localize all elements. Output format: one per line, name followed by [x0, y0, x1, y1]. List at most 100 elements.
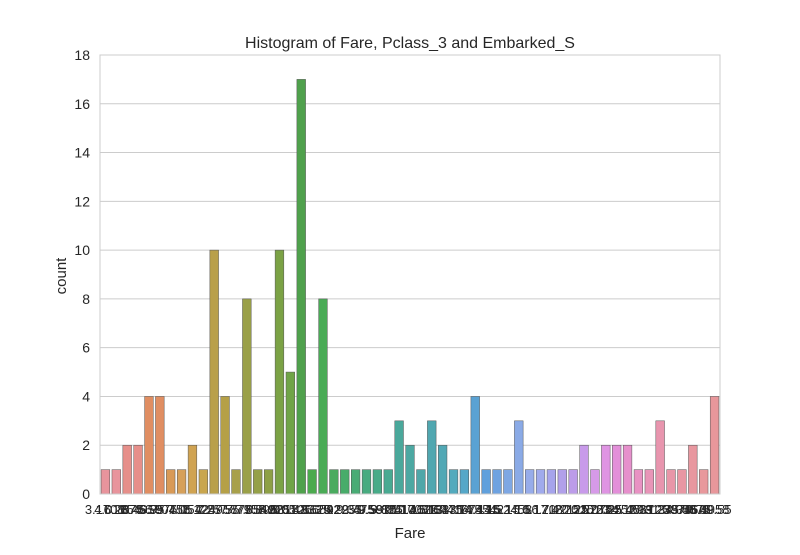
- histogram-bar: [633, 469, 644, 495]
- histogram-bar: [242, 298, 252, 495]
- histogram-bar: [622, 444, 633, 495]
- histogram-bar: [351, 469, 361, 495]
- x-tick-label: 8.05: [271, 502, 296, 517]
- x-tick-label: 15.1: [487, 502, 512, 517]
- x-tick-label: 16.1: [515, 502, 540, 517]
- histogram-bar: [209, 249, 219, 495]
- x-tick-label: 8.6542: [301, 502, 341, 517]
- x-tick-label: 6.2375: [104, 502, 144, 517]
- x-tick-label: 24.15: [605, 502, 638, 517]
- histogram-bar: [372, 469, 382, 495]
- x-tick-label: 10.4625: [391, 502, 438, 517]
- histogram-bar: [525, 469, 535, 495]
- y-tick-label: 8: [82, 291, 90, 307]
- x-tick-label: 11.1333: [410, 502, 456, 517]
- histogram-bar: [220, 396, 230, 495]
- histogram-bar: [699, 469, 709, 495]
- histogram-bar: [405, 444, 415, 495]
- histogram-bar: [264, 469, 274, 495]
- histogram-bar: [133, 444, 143, 495]
- x-tick-label: 10.5167: [401, 502, 448, 517]
- y-axis-ticks: 0 2 4 6 8 10 12 14 16 18: [74, 47, 90, 502]
- histogram-bar: [361, 469, 372, 495]
- x-tick-label: 7.775: [220, 502, 253, 517]
- histogram-bar: [274, 249, 285, 495]
- x-tick-label: 27.9: [627, 502, 652, 517]
- x-tick-label: 14.4542: [457, 502, 504, 517]
- histogram-bar: [285, 371, 295, 495]
- histogram-bar: [166, 469, 176, 495]
- histogram-bar: [394, 420, 404, 495]
- x-tick-label: 8.4333: [282, 502, 322, 517]
- y-axis-label: count: [53, 257, 70, 295]
- x-tick-label: 14.4: [458, 502, 483, 517]
- x-tick-label: 21.075: [573, 502, 613, 517]
- histogram-bar: [655, 420, 665, 495]
- x-tick-label: 7.05: [167, 502, 192, 517]
- histogram-bar: [644, 469, 654, 495]
- x-tick-label: 46.9: [684, 502, 709, 517]
- x-tick-label: 3.1708: [85, 502, 125, 517]
- histogram-bar: [709, 396, 720, 495]
- x-tick-label: 16.7: [524, 502, 549, 517]
- histogram-bar: [307, 469, 317, 495]
- histogram-bar: [122, 444, 132, 495]
- y-tick-label: 0: [82, 486, 90, 502]
- x-tick-label: 17.4: [534, 502, 559, 517]
- y-tick-label: 6: [82, 340, 90, 356]
- histogram-bar: [688, 444, 698, 495]
- chart-title: Histogram of Fare, Pclass_3 and Embarked…: [245, 35, 575, 52]
- x-tick-label: 20.525: [555, 502, 595, 517]
- x-tick-label: 15.5: [505, 502, 530, 517]
- x-tick-label: 39.6875: [664, 502, 711, 517]
- x-tick-label: 7.8542: [235, 502, 275, 517]
- x-tick-label: 9.8417: [376, 502, 416, 517]
- x-tick-label: 8.1125: [273, 502, 312, 517]
- x-tick-label: 10.1708: [382, 502, 429, 517]
- histogram-bar: [340, 469, 350, 495]
- histogram-bar: [329, 469, 339, 495]
- bars: [100, 79, 720, 495]
- x-tick-label: 9.35: [336, 502, 361, 517]
- histogram-bar: [198, 469, 208, 495]
- x-tick-label: 7.925: [258, 502, 291, 517]
- x-tick-label: 7.7958: [226, 502, 266, 517]
- histogram-bar: [601, 444, 611, 495]
- histogram-bar: [579, 444, 589, 495]
- histogram-bar: [296, 79, 306, 495]
- histogram-bar: [187, 444, 198, 495]
- y-tick-label: 4: [82, 388, 90, 404]
- x-axis-label: Fare: [395, 525, 426, 542]
- histogram-bar: [492, 469, 502, 495]
- grid: [100, 103, 720, 446]
- x-tick-label: 14.5: [477, 502, 502, 517]
- x-tick-label: 7.125: [182, 502, 215, 517]
- histogram-bar: [459, 469, 469, 495]
- y-tick-label: 12: [74, 193, 90, 209]
- histogram-bar: [503, 469, 513, 495]
- x-tick-label: 7.0542: [169, 502, 209, 517]
- x-tick-label: 13.4167: [429, 502, 476, 517]
- x-tick-label: 31.3875: [645, 502, 692, 517]
- histogram-bar: [612, 444, 622, 495]
- x-tick-label: 12.475: [423, 502, 463, 517]
- histogram-bar: [155, 396, 165, 495]
- histogram-bar: [666, 469, 676, 495]
- x-tick-label: 7.0458: [151, 502, 191, 517]
- x-tick-label: 8.6625: [291, 502, 331, 517]
- x-tick-label: 9.5: [359, 502, 377, 517]
- histogram-bar: [481, 469, 491, 495]
- x-tick-label: 7.55: [214, 502, 239, 517]
- x-tick-label: 18: [548, 502, 562, 517]
- x-tick-label: 9.475: [342, 502, 375, 517]
- histogram-bar: [253, 469, 263, 495]
- histogram-bar: [557, 469, 567, 495]
- x-tick-label: 6.45: [120, 502, 145, 517]
- histogram-bar: [100, 469, 111, 495]
- histogram-bar: [677, 469, 687, 495]
- histogram-bar: [448, 469, 459, 495]
- x-tick-label: 7.25: [195, 502, 220, 517]
- y-tick-label: 14: [74, 145, 90, 161]
